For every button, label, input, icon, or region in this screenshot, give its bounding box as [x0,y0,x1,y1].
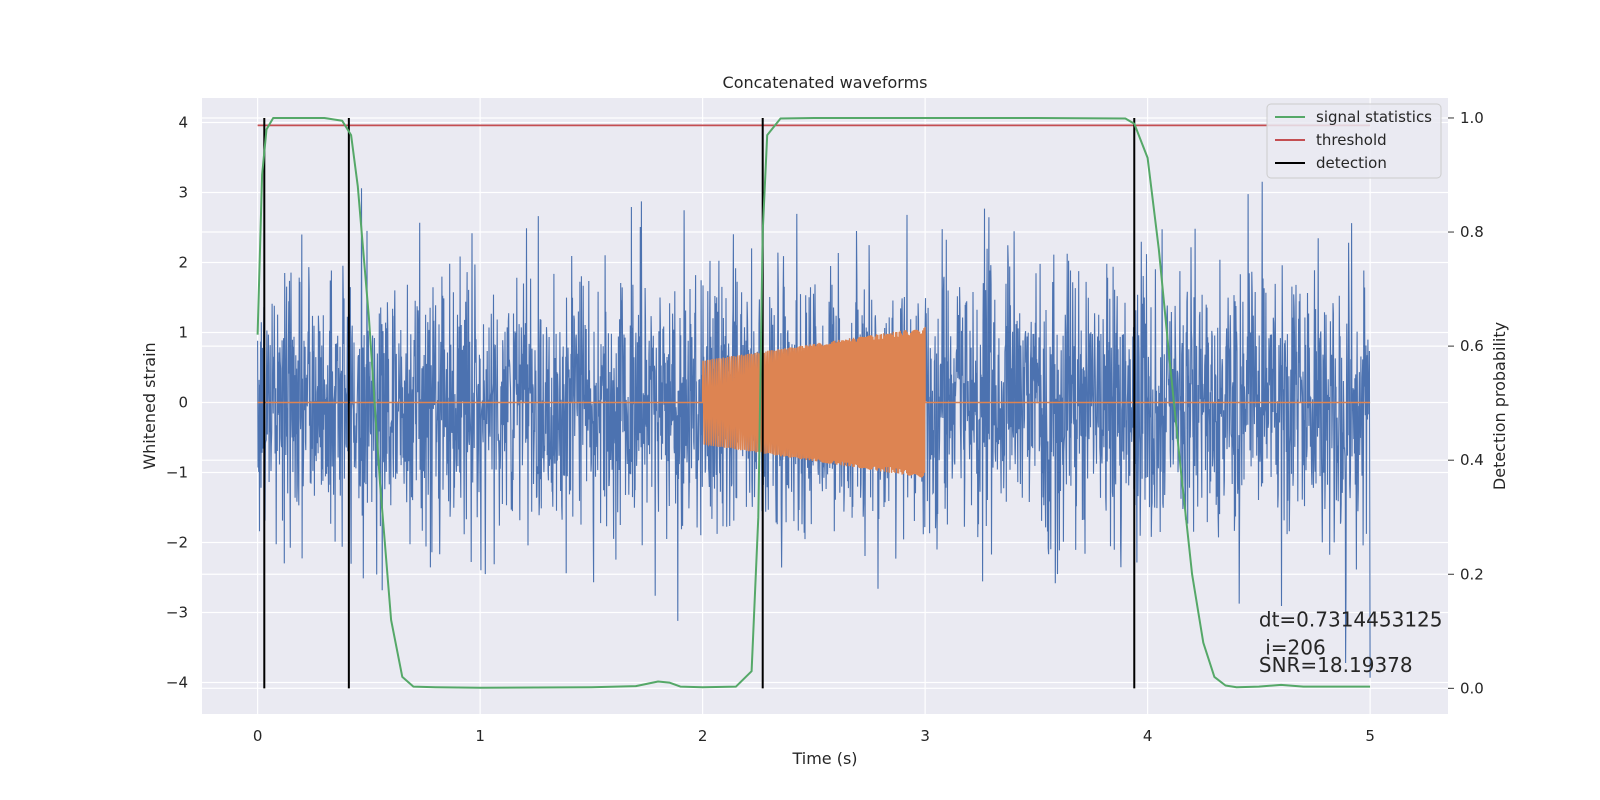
legend-label-threshold: threshold [1316,131,1387,149]
x-tick-label: 2 [698,727,708,745]
template-chirp-line [257,326,1371,478]
legend: signal statistics threshold detection [1266,103,1442,179]
annotation-dt: dt=0.7314453125 [1259,608,1443,632]
y-tick-label-left: 1 [178,324,188,342]
x-tick-label: 0 [253,727,263,745]
y-tick-label-left: −2 [166,534,188,552]
y-tick-label-left: 3 [178,184,188,202]
y-tick-label-right: 0.4 [1460,451,1484,469]
chart-title: Concatenated waveforms [723,73,928,92]
x-axis-label: Time (s) [791,749,857,768]
legend-label-detection: detection [1316,154,1387,172]
y-tick-label-left: −3 [166,604,188,622]
y-tick-label-left: 0 [178,394,188,412]
annotation-i: i=206 [1259,636,1326,660]
signal-statistics-line [256,117,1371,689]
legend-label-signal-statistics: signal statistics [1316,108,1432,126]
plot-area [256,117,1371,689]
axes: 0 1 2 3 4 5 −4 −3 −2 −1 0 1 2 3 4 0.0 0.2 0.4 0.6 0.8 1.0 [166,109,1484,745]
x-tick-label: 1 [475,727,485,745]
y-tick-label-right: 0.6 [1460,337,1484,355]
x-tick-label: 5 [1365,727,1375,745]
y-tick-label-right: 0.8 [1460,223,1484,241]
x-tick-label: 3 [920,727,930,745]
x-tick-label: 4 [1143,727,1153,745]
annotation-snr: SNR=18.19378 [1259,653,1413,677]
y-tick-label-left: −4 [166,674,188,692]
y-axis-label-right: Detection probability [1490,322,1509,490]
y-tick-label-right: 0.2 [1460,565,1484,583]
y-tick-label-right: 0.0 [1460,679,1484,697]
annotations: dt=0.7314453125 i=206 SNR=18.19378 [1259,608,1443,678]
y-tick-label-left: −1 [166,464,188,482]
y-axis-label-left: Whitened strain [140,342,159,469]
y-tick-label-left: 2 [178,254,188,272]
legend-frame [1266,103,1442,179]
y-tick-label-left: 4 [178,114,188,132]
y-tick-label-right: 1.0 [1460,109,1484,127]
